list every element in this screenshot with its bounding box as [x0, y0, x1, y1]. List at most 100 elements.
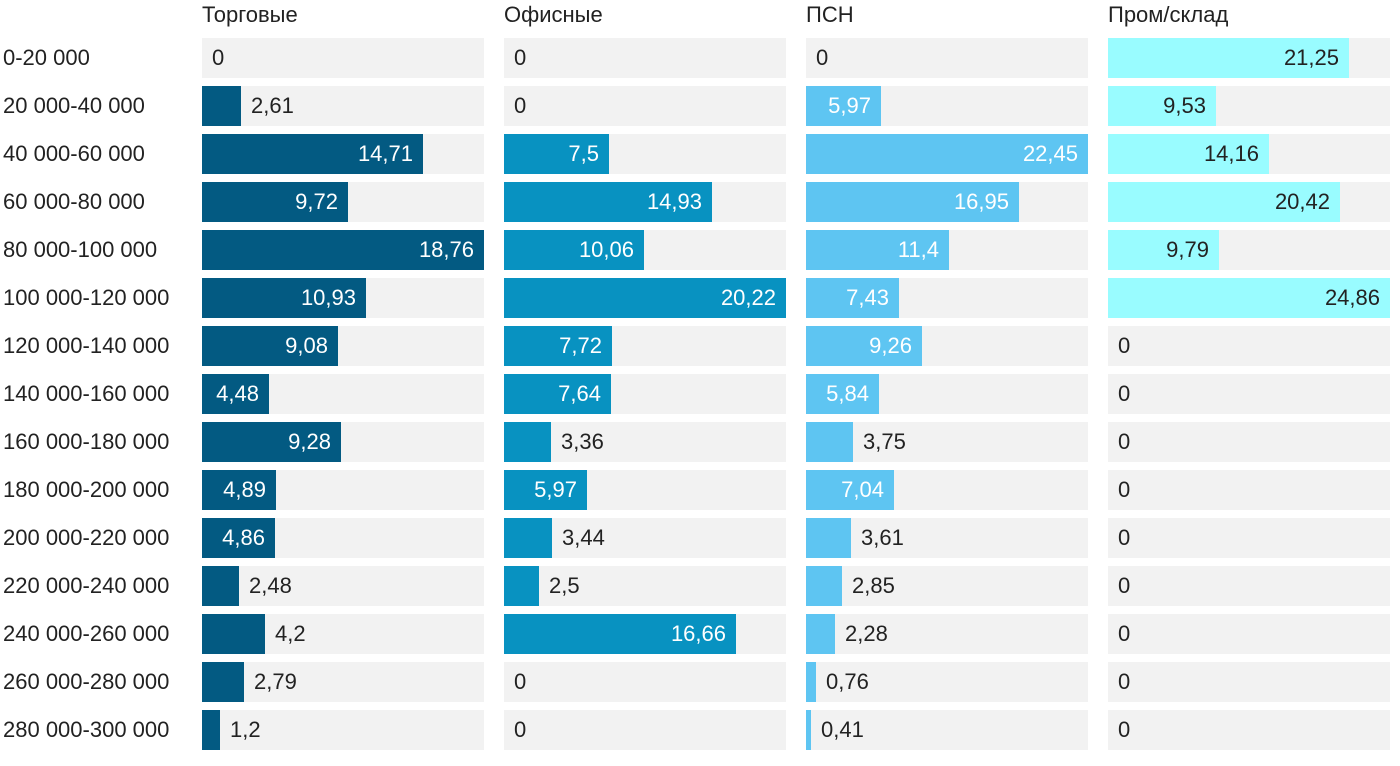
data-label: 7,04 — [841, 477, 884, 502]
bar — [806, 566, 842, 606]
bar-track — [1108, 518, 1390, 558]
panel-title: Офисные — [504, 2, 603, 27]
bar — [504, 614, 736, 654]
data-label: 16,66 — [670, 621, 726, 646]
data-label: 0 — [1118, 477, 1131, 502]
category-label: 120 000-140 000 — [3, 333, 170, 358]
category-label: 0-20 000 — [3, 45, 90, 70]
bar-track — [202, 566, 484, 606]
category-label: 80 000-100 000 — [3, 237, 158, 262]
bar-track — [806, 566, 1088, 606]
data-label: 3,61 — [861, 525, 904, 550]
bar — [202, 182, 348, 222]
data-label: 7,5 — [568, 141, 599, 166]
data-label: 3,44 — [562, 525, 605, 550]
data-label: 9,28 — [288, 429, 331, 454]
category-label: 200 000-220 000 — [3, 525, 170, 550]
data-label: 9,79 — [1166, 237, 1209, 262]
bar — [202, 518, 275, 558]
category-label: 240 000-260 000 — [3, 621, 170, 646]
bar-track — [1108, 422, 1390, 462]
bar — [202, 230, 484, 270]
bar-track — [1108, 566, 1390, 606]
data-label: 3,36 — [561, 429, 604, 454]
bar — [202, 662, 244, 702]
data-label: 0 — [514, 669, 527, 694]
bar — [504, 518, 552, 558]
data-label: 0 — [1118, 573, 1131, 598]
bar-track — [202, 86, 484, 126]
data-label: 10,93 — [300, 285, 356, 310]
data-label: 0,41 — [821, 717, 864, 742]
bar-track — [1108, 662, 1390, 702]
bar-track — [806, 518, 1088, 558]
bar — [806, 374, 879, 414]
data-label: 0 — [514, 45, 527, 70]
data-label: 10,06 — [578, 237, 634, 262]
bar-track — [1108, 614, 1390, 654]
data-label: 2,61 — [251, 93, 294, 118]
category-label: 220 000-240 000 — [3, 573, 170, 598]
bar — [504, 374, 611, 414]
bar — [806, 134, 1088, 174]
bar — [806, 278, 899, 318]
data-label: 9,53 — [1163, 93, 1206, 118]
data-label: 2,48 — [249, 573, 292, 598]
bar — [202, 374, 269, 414]
data-label: 0 — [1118, 381, 1131, 406]
bar — [806, 662, 816, 702]
data-label: 22,45 — [1022, 141, 1078, 166]
data-label: 2,5 — [549, 573, 580, 598]
bar — [806, 182, 1019, 222]
bar-track — [504, 38, 786, 78]
bar — [202, 86, 241, 126]
bar — [1108, 182, 1340, 222]
category-label: 140 000-160 000 — [3, 381, 170, 406]
data-label: 7,64 — [558, 381, 601, 406]
data-label: 1,2 — [230, 717, 261, 742]
bar-track — [202, 710, 484, 750]
category-label: 260 000-280 000 — [3, 669, 170, 694]
bar — [504, 182, 712, 222]
data-label: 24,86 — [1324, 285, 1380, 310]
bar-track — [1108, 374, 1390, 414]
data-label: 0 — [212, 45, 225, 70]
data-label: 2,28 — [845, 621, 888, 646]
category-label: 60 000-80 000 — [3, 189, 145, 214]
bar-track — [202, 662, 484, 702]
data-label: 16,95 — [953, 189, 1009, 214]
bar — [504, 566, 539, 606]
data-label: 4,2 — [275, 621, 306, 646]
category-label: 40 000-60 000 — [3, 141, 145, 166]
data-label: 14,16 — [1203, 141, 1259, 166]
bar — [202, 470, 276, 510]
bar — [806, 86, 881, 126]
bar — [202, 614, 265, 654]
data-label: 3,75 — [863, 429, 906, 454]
data-label: 7,43 — [846, 285, 889, 310]
bar — [504, 326, 612, 366]
bar-track — [1108, 710, 1390, 750]
bar-track — [806, 710, 1088, 750]
bar — [202, 278, 366, 318]
data-label: 5,84 — [826, 381, 869, 406]
data-label: 18,76 — [418, 237, 474, 262]
data-label: 21,25 — [1283, 45, 1339, 70]
data-label: 0 — [816, 45, 829, 70]
panel-title: Пром/склад — [1108, 2, 1229, 27]
data-label: 11,4 — [897, 237, 939, 262]
bar — [806, 422, 853, 462]
data-label: 2,79 — [254, 669, 297, 694]
data-label: 0 — [1118, 669, 1131, 694]
bar-track — [504, 422, 786, 462]
data-label: 0 — [1118, 525, 1131, 550]
bar-track — [806, 38, 1088, 78]
data-label: 4,48 — [216, 381, 259, 406]
bar — [806, 710, 811, 750]
data-label: 5,97 — [534, 477, 577, 502]
bar-track — [806, 422, 1088, 462]
bar — [504, 230, 644, 270]
bar-track — [1108, 470, 1390, 510]
data-label: 4,86 — [222, 525, 265, 550]
